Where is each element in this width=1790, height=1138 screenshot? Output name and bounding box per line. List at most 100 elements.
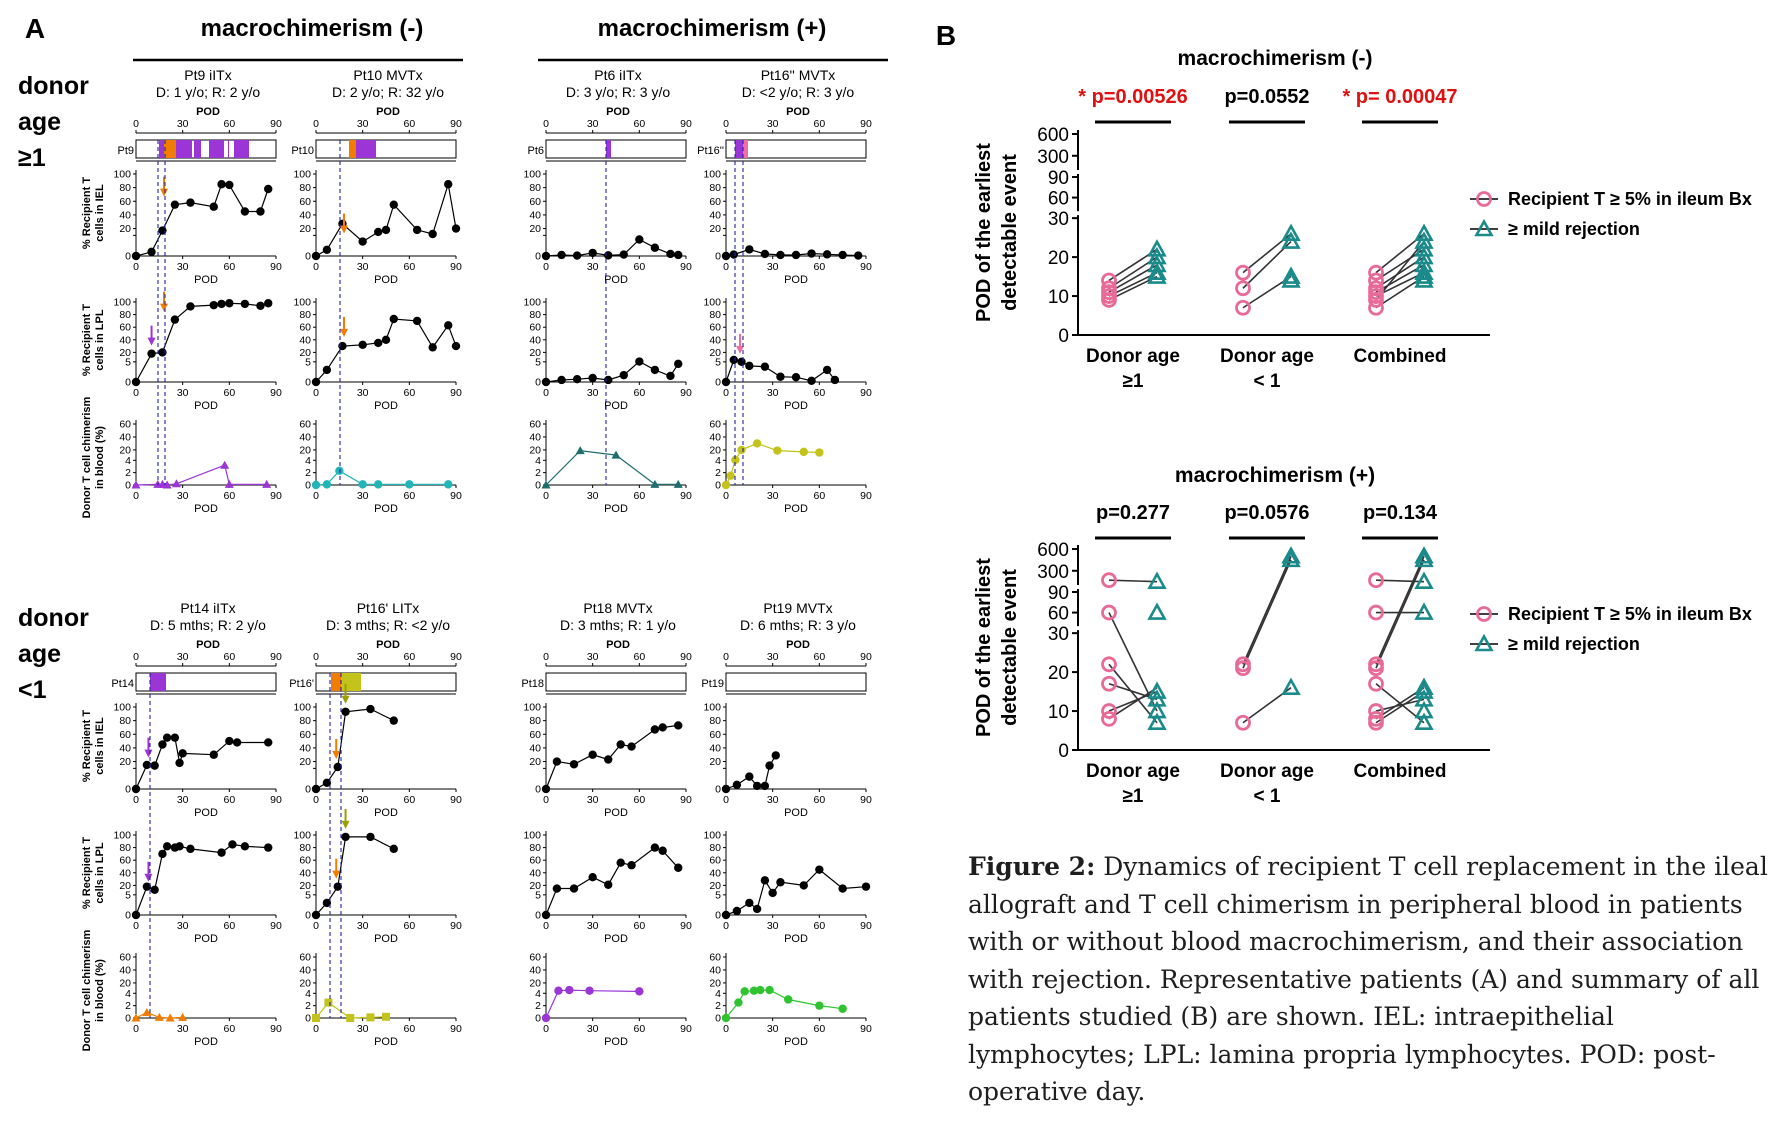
iel-plot-data-point <box>650 243 660 252</box>
iel-plot-y-tick-label: 40 <box>709 742 721 754</box>
pair-connector <box>1108 687 1158 720</box>
timeline-segment <box>356 140 376 158</box>
blood-plot-y-tick-label: 20 <box>299 977 311 989</box>
iel-plot-data-point <box>428 229 437 239</box>
lpl-plot-y-tick-label: 20 <box>529 880 541 892</box>
summary-category-label: ≥1 <box>1123 786 1144 807</box>
iel-plot-y-tick-label: 100 <box>113 702 131 714</box>
legend-label: Recipient T ≥ 5% in ileum Bx <box>1508 604 1752 624</box>
lpl-plot-series-line <box>135 843 269 916</box>
blood-plot-y-tick-label: 0 <box>125 1013 131 1025</box>
caption-label: Figure 2: <box>968 852 1096 881</box>
blood-plot-x-tick-label: 30 <box>767 490 779 502</box>
patient-title: Pt14 iITx <box>180 600 235 616</box>
patient-subtitle: D: 3 y/o; R: 3 y/o <box>566 84 670 100</box>
blood-plot-data-point <box>721 480 731 490</box>
iel-plot-y-tick-label: 80 <box>119 182 131 194</box>
iel-plot-y-tick-label: 20 <box>529 756 541 768</box>
blood-plot-data-point <box>154 1012 164 1021</box>
figure-caption: Figure 2: Dynamics of recipient T cell r… <box>968 848 1768 1111</box>
lpl-plot-y-tick-label: 5 <box>305 889 311 901</box>
iel-x-label: POD <box>374 807 398 819</box>
summary-y-label: POD of the earliest <box>973 558 995 737</box>
iel-plot-x-tick-label: 60 <box>813 261 825 273</box>
iel-plot-data-point <box>572 251 582 260</box>
blood-plot-x-tick-label: 30 <box>587 1023 599 1035</box>
iel-plot-x-tick-label: 90 <box>270 794 282 806</box>
axis-break-gap <box>1074 585 1082 589</box>
blood-plot-data-point <box>335 466 344 475</box>
blood-plot-y-tick-label: 60 <box>299 419 311 431</box>
bar-top-tick-label: 30 <box>357 118 369 130</box>
iel-plot-arrow-head <box>160 188 168 197</box>
lpl-plot-y-tick-label: 60 <box>709 322 721 334</box>
bar-top-tick-label: 0 <box>543 651 549 663</box>
iel-plot-data-point <box>732 780 742 790</box>
iel-x-label: POD <box>374 274 398 286</box>
iel-plot-y-tick-label: 20 <box>709 756 721 768</box>
iel-plot-y-tick-label: 80 <box>529 182 541 194</box>
blood-plot-y-tick-label: 20 <box>709 444 721 456</box>
iel-plot-data-point <box>217 180 226 189</box>
lpl-plot-data-point <box>674 863 683 872</box>
blood-plot-data-point <box>756 985 765 995</box>
blood-plot-y-tick-label: 4 <box>305 455 311 467</box>
rejection-marker <box>1281 231 1301 249</box>
iel-plot-x-tick-label: 90 <box>860 261 872 273</box>
lpl-plot-y-tick-label: 0 <box>305 377 311 389</box>
iel-plot-data-point <box>389 200 398 209</box>
iel-plot-data-point <box>541 251 551 261</box>
summary-category-label: Donor age <box>1086 761 1180 782</box>
lpl-plot-arrow-head <box>147 337 156 346</box>
bar-top-tick-label: 30 <box>767 651 779 663</box>
iel-plot-y-tick-label: 0 <box>715 251 721 263</box>
lpl-y-label: % Recipient T <box>81 304 93 376</box>
lpl-plot-data-point <box>311 910 321 920</box>
iel-plot-series-line <box>315 708 395 790</box>
lpl-plot-data-point <box>650 843 660 852</box>
iel-plot-data-point <box>635 235 644 244</box>
blood-plot-x-tick-label: 0 <box>133 490 139 502</box>
blood-plot-x-label: POD <box>784 1036 808 1048</box>
timeline-label: Pt10 <box>291 145 314 157</box>
recipient-t-marker <box>1101 292 1117 308</box>
iel-plot-y-tick-label: 40 <box>529 742 541 754</box>
lpl-plot-data-point <box>225 299 234 308</box>
bar-top-tick-label: 90 <box>450 651 462 663</box>
blood-plot-data-point <box>224 479 234 488</box>
lpl-plot-data-point <box>666 371 675 381</box>
iel-plot-data-point <box>186 198 195 207</box>
lpl-plot-data-point <box>737 357 746 367</box>
lpl-plot-data-point <box>175 842 184 851</box>
iel-plot-y-tick-label: 40 <box>529 209 541 221</box>
iel-plot-data-point <box>619 250 628 259</box>
bar-pod-label: POD <box>786 106 810 118</box>
blood-plot-y-tick-label: 20 <box>529 977 541 989</box>
blood-plot-y-tick-label: 40 <box>529 431 541 443</box>
bar-top-tick-label: 60 <box>403 651 415 663</box>
iel-plot-x-tick-label: 90 <box>860 794 872 806</box>
rejection-marker <box>1414 712 1434 731</box>
blood-plot-y-tick-label: 2 <box>535 467 541 479</box>
iel-plot-data-point <box>131 251 141 261</box>
blood-plot-data-point <box>737 445 746 455</box>
pair-connector <box>1375 559 1425 669</box>
lpl-plot-x-tick-label: 0 <box>313 387 319 399</box>
blood-plot-y-tick-label: 2 <box>715 467 721 479</box>
blood-plot-data-point <box>374 480 383 489</box>
recipient-t-marker <box>1235 299 1251 316</box>
iel-plot-data-point <box>412 225 422 235</box>
p-value-label: * p= 0.00047 <box>1342 86 1457 108</box>
iel-plot-x-label: POD <box>784 274 808 286</box>
rejection-marker <box>1414 602 1434 620</box>
summary-y-tick-label: 0 <box>1058 326 1069 347</box>
pair-connector <box>1242 559 1292 669</box>
iel-plot-data-point <box>771 751 780 760</box>
lpl-plot-x-tick-label: 60 <box>813 920 825 932</box>
lpl-plot-data-point <box>541 910 551 920</box>
lpl-plot-data-point <box>374 338 383 348</box>
blood-plot-x-tick-label: 60 <box>403 490 415 502</box>
lpl-plot-data-point <box>209 300 218 310</box>
timeline-segment <box>349 140 356 158</box>
